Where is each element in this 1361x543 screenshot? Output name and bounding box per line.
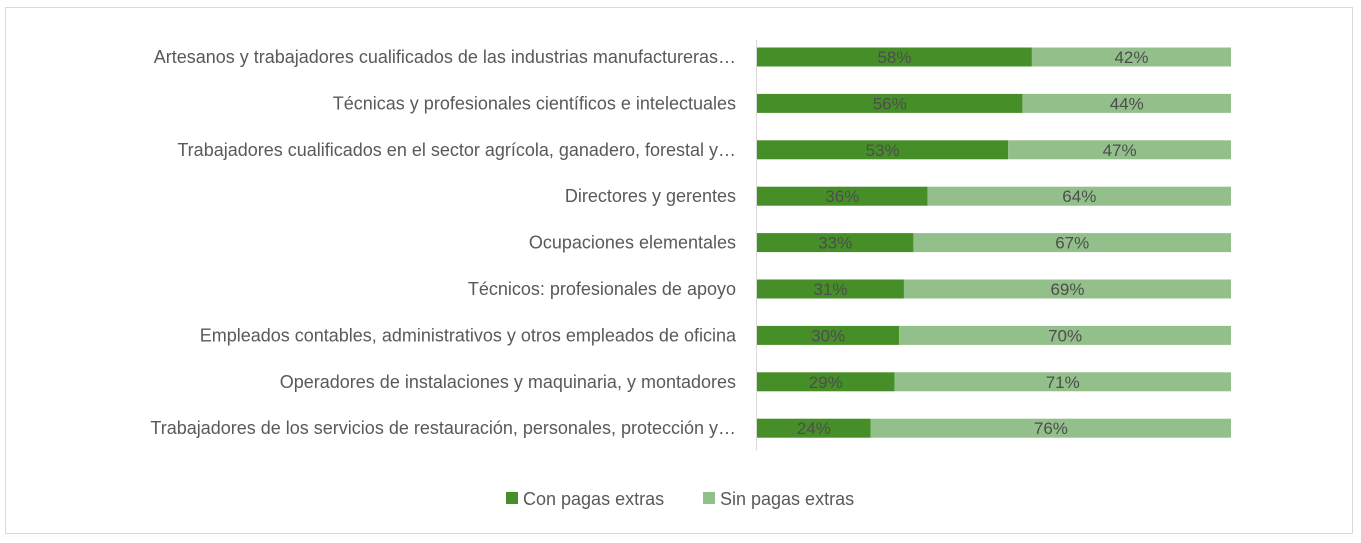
legend-swatch [506,492,518,504]
category-label: Empleados contables, administrativos y o… [200,325,737,345]
data-label: 29% [809,373,843,392]
bar-con-pagas [757,418,871,438]
category-label: Trabajadores cualificados en el sector a… [177,140,736,160]
data-label: 69% [1050,280,1084,299]
bar-con-pagas [757,140,1009,160]
bar-sin-pagas [927,186,1231,206]
data-label: 42% [1114,48,1148,67]
chart-frame [5,7,1353,534]
bar-sin-pagas [903,279,1231,299]
bar-con-pagas [757,186,928,206]
bar-sin-pagas [913,233,1231,253]
data-label: 58% [877,48,911,67]
category-label: Artesanos y trabajadores cualificados de… [154,47,736,67]
data-label: 67% [1055,234,1089,253]
bar-con-pagas [757,233,914,253]
bar-sin-pagas [1031,47,1231,67]
data-label: 64% [1062,187,1096,206]
bar-sin-pagas [870,418,1231,438]
bar-sin-pagas [1022,93,1231,113]
bar-sin-pagas [894,372,1231,392]
bar-con-pagas [757,372,895,392]
data-label: 56% [873,94,907,113]
bar-sin-pagas [899,325,1231,345]
data-label: 44% [1110,94,1144,113]
bar-sin-pagas [1008,140,1231,160]
data-label: 24% [797,419,831,438]
category-label: Operadores de instalaciones y maquinaria… [280,372,736,392]
data-label: 36% [825,187,859,206]
data-label: 31% [813,280,847,299]
data-label: 76% [1034,419,1068,438]
legend-label: Sin pagas extras [720,489,854,509]
bar-con-pagas [757,325,900,345]
bar-con-pagas [757,47,1032,67]
data-label: 71% [1046,373,1080,392]
data-label: 47% [1103,141,1137,160]
category-label: Trabajadores de los servicios de restaur… [150,418,736,438]
category-label: Técnicas y profesionales científicos e i… [333,93,736,113]
bar-con-pagas [757,93,1023,113]
data-label: 30% [811,326,845,345]
data-label: 53% [866,141,900,160]
category-label: Ocupaciones elementales [529,233,736,253]
bar-con-pagas [757,279,904,299]
legend-label: Con pagas extras [523,489,664,509]
category-label: Técnicos: profesionales de apoyo [468,279,736,299]
legend-swatch [703,492,715,504]
data-label: 70% [1048,326,1082,345]
data-label: 33% [818,234,852,253]
category-label: Directores y gerentes [565,186,736,206]
